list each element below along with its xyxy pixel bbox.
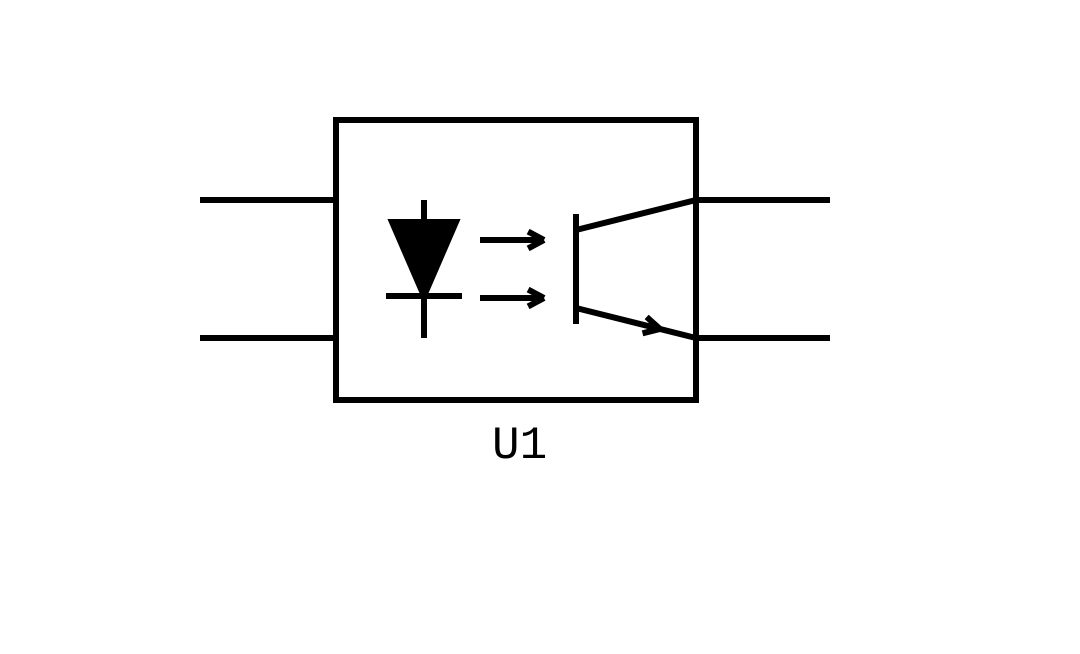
schematic-canvas: U1	[0, 0, 1080, 654]
led-triangle	[392, 222, 456, 296]
transistor-emitter-leg	[576, 308, 696, 338]
reference-designator: U1	[492, 420, 547, 472]
component-body	[336, 120, 696, 400]
transistor-collector-leg	[576, 200, 696, 230]
light-arrow-1	[480, 232, 544, 249]
light-arrow-2	[480, 290, 544, 307]
optocoupler-symbol	[0, 0, 1080, 654]
